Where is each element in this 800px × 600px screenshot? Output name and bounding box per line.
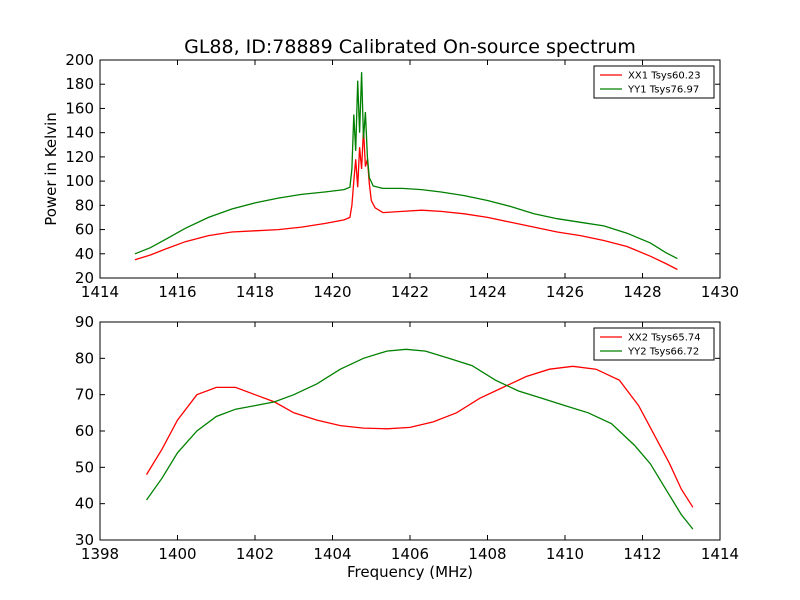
chart-panel-1: 1414 1416 1418 1420 1422 1424 1426 1428 1430 20 40…: [42, 51, 739, 301]
x-tick-label: 1406: [391, 545, 429, 563]
x-tick-label: 1418: [236, 283, 274, 301]
x-tick-label: 1428: [623, 283, 661, 301]
legend-box: [593, 327, 715, 361]
y-tick-label: 140: [65, 124, 94, 142]
y-tick-label: 50: [75, 458, 94, 476]
y-tick-label: 160: [65, 99, 94, 117]
legend-label: YY1 Tsys76.97: [627, 85, 699, 96]
x-tick-label: 1420: [313, 283, 351, 301]
x-tick-label: 1402: [236, 545, 274, 563]
legend-label: XX1 Tsys60.23: [628, 71, 701, 82]
y-tick-label: 60: [75, 221, 94, 239]
y-axis-label: Power in Kelvin: [42, 112, 60, 226]
x-tick-label: 1400: [158, 545, 196, 563]
x-tick-label: 1410: [546, 545, 584, 563]
x-tick-label: 1398: [81, 545, 119, 563]
x-tick-label: 1412: [623, 545, 661, 563]
series-line-1: [134, 128, 678, 271]
x-tick-label: 1416: [158, 283, 196, 301]
legend-label: XX2 Tsys65.74: [628, 333, 701, 344]
series-line-2: [145, 348, 694, 530]
y-tick-label: 180: [65, 75, 94, 93]
x-axis-label: Frequency (MHz): [347, 563, 473, 581]
y-tick-label: 80: [75, 349, 94, 367]
legend: XX1 Tsys60.23 YY1 Tsys76.97: [593, 65, 715, 99]
legend-box: [593, 65, 715, 99]
y-tick-label: 120: [65, 148, 94, 166]
x-tick-label: 1414: [81, 283, 119, 301]
y-tick-label: 200: [65, 51, 94, 69]
y-tick-label: 40: [75, 495, 94, 513]
x-tick-label: 1430: [701, 283, 739, 301]
chart-title: GL88, ID:78889 Calibrated On-source spec…: [184, 36, 636, 58]
x-tick-label: 1404: [313, 545, 351, 563]
chart-panel-2: 1398 1400 1402 1404 1406 1408 1410 1412 1414 30 40…: [75, 313, 739, 581]
series-line-2: [134, 72, 678, 260]
series-line-1: [145, 365, 694, 508]
y-tick-label: 40: [75, 245, 94, 263]
x-tick-label: 1422: [391, 283, 429, 301]
y-tick-label: 30: [75, 531, 94, 549]
y-tick-label: 90: [75, 313, 94, 331]
x-tick-label: 1424: [468, 283, 506, 301]
x-tick-label: 1414: [701, 545, 739, 563]
y-tick-label: 60: [75, 422, 94, 440]
y-tick-label: 100: [65, 172, 94, 190]
legend-label: YY2 Tsys66.72: [627, 347, 699, 358]
y-tick-label: 80: [75, 196, 94, 214]
y-tick-label: 20: [75, 269, 94, 287]
legend: XX2 Tsys65.74 YY2 Tsys66.72: [593, 327, 715, 361]
y-tick-label: 70: [75, 386, 94, 404]
x-tick-label: 1408: [468, 545, 506, 563]
x-tick-label: 1426: [546, 283, 584, 301]
